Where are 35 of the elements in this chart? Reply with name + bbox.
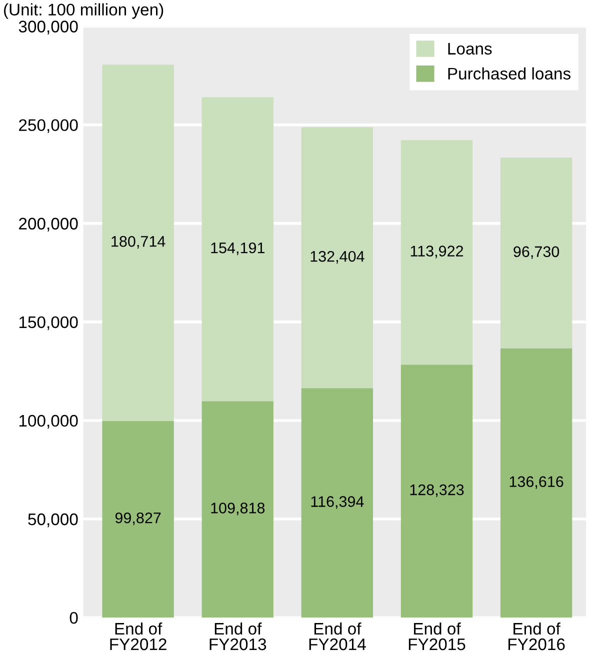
y-tick-label: 200,000: [19, 218, 78, 232]
y-tick-label: 250,000: [19, 119, 78, 133]
x-tick-label: End of FY2014: [309, 622, 366, 650]
bar: [400, 140, 473, 365]
bar: [500, 158, 572, 348]
bar: [102, 64, 174, 421]
bar: [500, 348, 572, 618]
x-tick-label: End of FY2016: [508, 622, 565, 650]
bar: [202, 401, 274, 618]
y-tick-label: 300,000: [18, 20, 78, 34]
y-tick-label: 150,000: [19, 316, 78, 330]
x-tick-label: End of FY2015: [408, 622, 466, 650]
y-tick-label: 0: [70, 612, 78, 624]
text: (Unit: 100 million yen): [4, 3, 164, 19]
y-tick-label: 100,000: [19, 414, 78, 429]
data-label: 116,394: [311, 496, 364, 509]
legend-label: Loans: [448, 42, 492, 55]
legend-label: Purchased loans: [448, 67, 570, 80]
x-tick-label: End of FY2012: [110, 622, 166, 650]
bar: [301, 127, 374, 388]
x-tick-label: End of FY2013: [210, 622, 266, 650]
data-label: 132,404: [310, 250, 364, 264]
data-label: 128,323: [410, 484, 464, 498]
bar: [400, 364, 473, 618]
bar: [102, 420, 174, 618]
data-label: 154,191: [211, 242, 264, 256]
data-label: 109,818: [211, 502, 265, 516]
bar: [301, 388, 374, 618]
bar: [202, 97, 274, 402]
y-tick-label: 50,000: [28, 513, 78, 528]
data-label: 136,616: [510, 476, 564, 489]
data-label: 113,922: [410, 246, 464, 258]
data-label: 99,827: [115, 512, 161, 526]
data-label: 180,714: [112, 236, 166, 249]
data-label: 96,730: [514, 246, 560, 259]
